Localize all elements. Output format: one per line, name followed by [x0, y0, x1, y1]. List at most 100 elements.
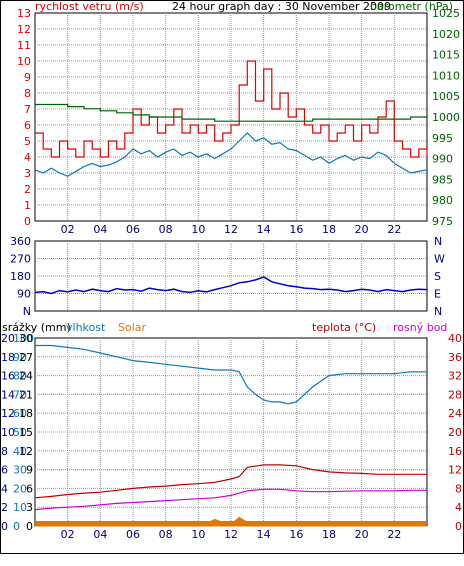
barometer-tick-label: 1000 [432, 111, 460, 124]
compass-tick-label: S [434, 270, 441, 283]
humidity-series [35, 344, 427, 405]
direction-tick-label: N [23, 305, 31, 318]
temperature-tick-label: 12 [448, 464, 462, 477]
solar-tick-label: 12 [19, 445, 33, 458]
x-tick-label: 22 [387, 528, 401, 541]
wind-tick-label: 8 [24, 87, 31, 100]
humidity-tick-label: 50 [13, 426, 27, 439]
temperature-tick-label: 28 [448, 388, 462, 401]
wind-tick-label: 5 [24, 135, 31, 148]
temperature-label: teplota (°C) [312, 321, 376, 334]
wind-speed-series [34, 132, 428, 177]
solar-tick-label: 24 [19, 370, 33, 383]
rain-tick-label: 4 [1, 482, 8, 495]
solar-tick-label: 18 [19, 407, 33, 420]
wind-tick-label: 1 [24, 199, 31, 212]
rain-tick-label: 10 [1, 426, 15, 439]
temperature-tick-label: 16 [448, 445, 462, 458]
x-tick-label: 04 [93, 223, 107, 236]
humidity-tick-label: 30 [13, 464, 27, 477]
wind-tick-label: 10 [17, 55, 31, 68]
temperature-tick-label: 32 [448, 370, 462, 383]
x-tick-label: 20 [355, 223, 369, 236]
temperature-tick-label: 4 [455, 501, 462, 514]
x-tick-label: 06 [126, 223, 140, 236]
rain-label: srážky (mm) [2, 321, 71, 334]
rain-tick-label: 0 [1, 520, 8, 533]
barometer-tick-label: 985 [432, 173, 453, 186]
humidity-tick-label: 100 [13, 332, 34, 345]
rain-tick-label: 2 [1, 501, 8, 514]
x-tick-label: 14 [257, 528, 271, 541]
x-tick-label: 16 [289, 223, 303, 236]
barometer-tick-label: 1005 [432, 90, 460, 103]
x-tick-label: 02 [61, 223, 75, 236]
compass-tick-label: N [434, 305, 442, 318]
wind-tick-label: 2 [24, 183, 31, 196]
rain-tick-label: 18 [1, 351, 15, 364]
barometer-tick-label: 990 [432, 153, 453, 166]
wind-tick-label: 13 [17, 7, 31, 20]
rain-tick-label: 6 [1, 464, 8, 477]
solar-tick-label: 15 [19, 426, 33, 439]
humidity-tick-label: 60 [13, 407, 27, 420]
humidity-tick-label: 20 [13, 482, 27, 495]
x-tick-label: 04 [93, 528, 107, 541]
compass-tick-label: N [434, 235, 442, 248]
wind-axis-title: rychlost vetru (m/s) [35, 0, 144, 13]
temperature-tick-label: 40 [448, 332, 462, 345]
temperature-tick-label: 8 [455, 482, 462, 495]
x-tick-label: 22 [387, 223, 401, 236]
solar-label: Solar [118, 321, 147, 334]
wind-tick-label: 12 [17, 23, 31, 36]
solar-tick-label: 21 [19, 388, 33, 401]
humidity-tick-label: 10 [13, 501, 27, 514]
compass-tick-label: W [434, 253, 445, 266]
temperature-tick-label: 36 [448, 351, 462, 364]
barometer-tick-label: 1020 [432, 28, 460, 41]
rain-tick-label: 12 [1, 407, 15, 420]
x-tick-label: 06 [126, 528, 140, 541]
solar-tick-label: 27 [19, 351, 33, 364]
x-tick-label: 08 [159, 528, 173, 541]
barometer-axis-title: barometr (hPa) [370, 0, 453, 13]
rain-tick-label: 8 [1, 445, 8, 458]
humidity-tick-label: 40 [13, 445, 27, 458]
direction-tick-label: 180 [10, 270, 31, 283]
rain-tick-label: 16 [1, 370, 15, 383]
solar-baseline [36, 521, 426, 526]
dewpoint-label: rosný bod [393, 321, 447, 334]
temperature-series [34, 464, 427, 499]
temperature-tick-label: 24 [448, 407, 462, 420]
wind-tick-label: 3 [24, 167, 31, 180]
x-tick-label: 10 [191, 223, 205, 236]
direction-tick-label: 90 [17, 288, 31, 301]
dewpoint-series [34, 488, 427, 511]
wind-direction-series [34, 276, 428, 295]
solar-tick-label: 9 [26, 464, 33, 477]
x-tick-label: 18 [322, 223, 336, 236]
barometer-tick-label: 1015 [432, 49, 460, 62]
wind-tick-label: 7 [24, 103, 31, 116]
temperature-tick-label: 0 [455, 520, 462, 533]
barometer-tick-label: 1025 [432, 7, 460, 20]
barometer-tick-label: 975 [432, 215, 453, 228]
x-tick-label: 10 [191, 528, 205, 541]
x-tick-label: 20 [355, 528, 369, 541]
solar-tick-label: 3 [26, 501, 33, 514]
solar-tick-label: 0 [26, 520, 33, 533]
humidity-tick-label: 70 [13, 388, 27, 401]
wind-tick-label: 6 [24, 119, 31, 132]
direction-tick-label: 270 [10, 253, 31, 266]
x-tick-label: 08 [159, 223, 173, 236]
barometer-series [35, 103, 427, 122]
humidity-tick-label: 80 [13, 370, 27, 383]
rain-tick-label: 20 [1, 332, 15, 345]
wind-tick-label: 4 [24, 151, 31, 164]
barometer-tick-label: 1010 [432, 69, 460, 82]
barometer-tick-label: 995 [432, 132, 453, 145]
x-tick-label: 16 [289, 528, 303, 541]
x-tick-label: 12 [224, 223, 238, 236]
x-tick-label: 14 [257, 223, 271, 236]
